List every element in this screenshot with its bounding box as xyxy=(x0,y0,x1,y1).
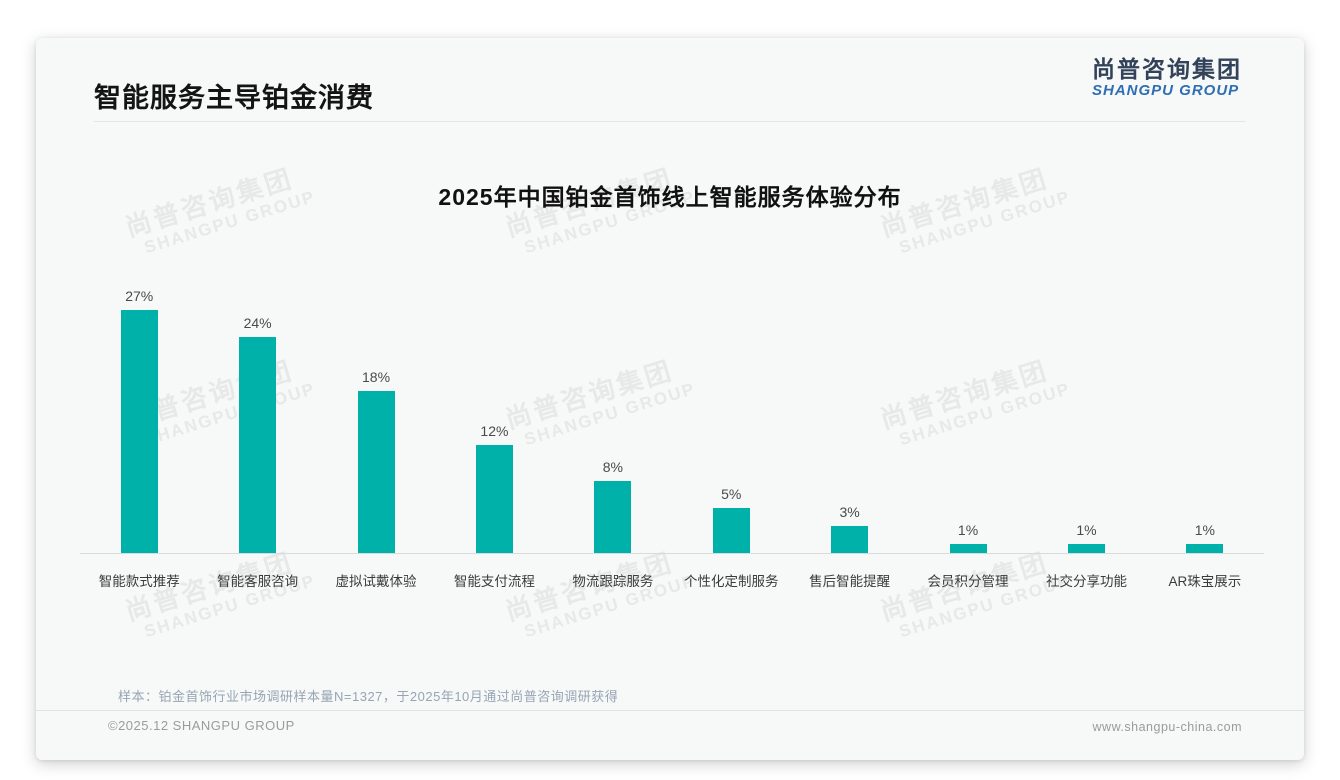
bar-value-label: 8% xyxy=(602,459,623,475)
category-label: 智能客服咨询 xyxy=(217,574,299,589)
footer-copyright: ©2025.12 SHANGPU GROUP xyxy=(108,718,295,733)
category-label: 物流跟踪服务 xyxy=(572,574,654,589)
bar-value-label: 1% xyxy=(1076,522,1097,538)
category-label: 智能支付流程 xyxy=(453,574,535,589)
category-label: 智能款式推荐 xyxy=(98,574,180,589)
bar xyxy=(1186,544,1224,553)
page-title: 智能服务主导铂金消费 xyxy=(94,83,374,113)
bar xyxy=(475,445,513,553)
bar-value-label: 12% xyxy=(480,423,509,439)
bar-value-label: 18% xyxy=(362,369,391,385)
bar xyxy=(1067,544,1105,553)
bar-value-label: 24% xyxy=(243,315,272,331)
category-label: 虚拟试戴体验 xyxy=(335,574,417,589)
footer-website: www.shangpu-china.com xyxy=(1092,720,1242,734)
bar-value-label: 1% xyxy=(1194,522,1215,538)
bar-value-label: 1% xyxy=(957,522,979,538)
footer-divider xyxy=(36,710,1304,711)
plot-area: 27% 24% 18% 12% 8% 5% 3% 1% 1% 1% xyxy=(80,268,1264,554)
bar-column: 27% xyxy=(80,268,198,553)
category-label: 社交分享功能 xyxy=(1045,574,1127,589)
category-label: 售后智能提醒 xyxy=(809,574,891,589)
bar-column: 1% xyxy=(909,268,1027,553)
bar-column: 24% xyxy=(198,268,316,553)
category-axis: 智能款式推荐 智能客服咨询 虚拟试戴体验 智能支付流程 物流跟踪服务 个性化定制服务 售后智… xyxy=(80,554,1264,590)
bar-column: 12% xyxy=(435,268,553,553)
bar xyxy=(831,526,869,553)
slide-card: 智能服务主导铂金消费 尚普咨询集团 SHANGPU GROUP 尚普咨询集团 SH… xyxy=(36,38,1304,760)
category-label: 个性化定制服务 xyxy=(683,574,779,589)
bar xyxy=(239,337,277,553)
bar-column: 18% xyxy=(317,268,435,553)
bar xyxy=(949,544,987,553)
logo-cn-text: 尚普咨询集团 xyxy=(1092,56,1242,82)
bar xyxy=(594,481,632,553)
bar xyxy=(357,391,395,553)
logo: 尚普咨询集团 SHANGPU GROUP xyxy=(1092,56,1242,99)
bar-column: 5% xyxy=(672,268,790,553)
header-divider xyxy=(94,121,1246,122)
bar-column: 1% xyxy=(1146,268,1264,553)
category-label: AR珠宝展示 xyxy=(1168,574,1242,589)
sample-note: 样本：铂金首饰行业市场调研样本量N=1327，于2025年10月通过尚普咨询调研… xyxy=(118,689,619,704)
bar-value-label: 5% xyxy=(721,486,742,502)
category-label: 会员积分管理 xyxy=(927,574,1009,589)
chart-title: 2025年中国铂金首饰线上智能服务体验分布 xyxy=(438,184,902,210)
bar-value-label: 3% xyxy=(839,504,860,520)
bar-value-label: 27% xyxy=(125,288,154,304)
bar-column: 3% xyxy=(790,268,908,553)
bar xyxy=(120,310,158,553)
bar-column: 8% xyxy=(554,268,672,553)
bar xyxy=(712,508,750,553)
bar-column: 1% xyxy=(1027,268,1145,553)
logo-en-text: SHANGPU GROUP xyxy=(1092,82,1240,100)
